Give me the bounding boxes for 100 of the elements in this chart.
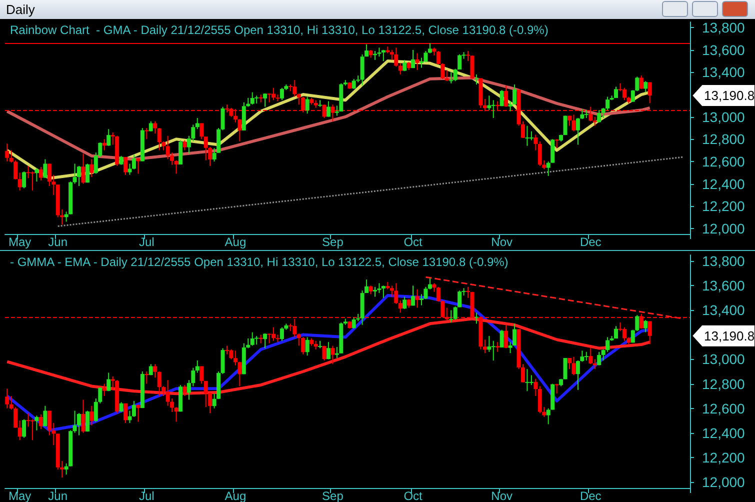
candlestick [381, 285, 386, 298]
y-tick-label: 13,800 [702, 20, 746, 36]
y-tick-label: 13,600 [702, 42, 746, 58]
chart-title: - GMMA - EMA - Daily 21/12/2555 Open 13310, Hi 13310, Lo 13122.5, Close 13190.8 (-0.9%) [10, 255, 508, 269]
candlestick [292, 80, 297, 98]
y-tick-label: 12,800 [702, 376, 746, 392]
candlestick [504, 85, 508, 108]
candlestick [534, 134, 538, 151]
candlestick [644, 319, 648, 333]
candlestick [352, 317, 356, 330]
y-tick-label: 13,400 [702, 302, 746, 318]
candlestick [614, 326, 618, 340]
y-tick-label: 13,000 [702, 351, 746, 368]
x-tick-label: Jun [48, 235, 68, 249]
candlestick [263, 92, 268, 108]
candlestick [398, 62, 402, 75]
candlestick [18, 172, 22, 191]
candlestick [174, 160, 178, 174]
candlestick [491, 100, 496, 118]
candlestick [195, 360, 200, 374]
candlestick [563, 358, 568, 380]
candlestick [76, 412, 81, 436]
candlestick [525, 125, 530, 146]
candlestick [500, 329, 504, 348]
candlestick [153, 364, 158, 378]
candlestick [415, 288, 420, 308]
candlestick [153, 120, 158, 134]
candlestick [588, 348, 593, 365]
x-tick-label: Jun [48, 489, 68, 502]
candlestick [491, 340, 496, 361]
x-tick-label: Aug [224, 235, 246, 249]
candlestick [415, 52, 420, 70]
candlestick [352, 78, 356, 90]
chart-title: Rainbow Chart - GMA - Daily 21/12/2555 Open 13310, Hi 13310, Lo 13122.5, Close 13190.8 (-0.9%) [10, 23, 548, 37]
candlestick [622, 87, 626, 101]
candlestick [119, 402, 124, 412]
candlestick [482, 339, 487, 354]
candlestick [428, 42, 432, 54]
y-tick-label: 12,200 [702, 198, 746, 214]
candlestick [474, 74, 478, 85]
y-tick-label: 12,000 [702, 220, 746, 236]
candlestick [644, 80, 648, 93]
candlestick [76, 165, 81, 187]
candlestick [136, 404, 140, 422]
candlestick [622, 326, 626, 342]
text: 13,190.8 [704, 88, 755, 104]
candlestick [444, 69, 449, 82]
candlestick [538, 386, 542, 414]
candlestick [525, 368, 530, 392]
candlestick [128, 163, 132, 176]
x-tick-label: Dec [580, 235, 602, 249]
candlestick [85, 410, 90, 432]
candlestick [90, 158, 94, 178]
candlestick [305, 336, 310, 356]
x-tick-label: May [8, 235, 32, 249]
x-tick-label: Dec [580, 489, 602, 502]
candlestick [72, 410, 77, 434]
text: Daily [6, 2, 35, 17]
candlestick [272, 326, 276, 342]
candlestick [182, 384, 187, 397]
candlestick [34, 168, 39, 182]
candlestick [487, 335, 492, 352]
candlestick [614, 86, 618, 98]
candlestick [398, 300, 402, 314]
candlestick [72, 163, 77, 184]
candlestick [305, 96, 310, 114]
candlestick [411, 49, 416, 69]
candlestick [470, 54, 474, 80]
candlestick [280, 326, 284, 342]
candlestick [648, 320, 652, 345]
candlestick [144, 128, 149, 140]
y-tick-label: 13,600 [702, 278, 746, 294]
candlestick [572, 356, 576, 376]
line-series [6, 317, 652, 396]
candlestick [81, 399, 86, 434]
candlestick [449, 310, 454, 323]
candlestick [178, 140, 182, 165]
candlestick [428, 278, 432, 290]
candlestick [38, 414, 43, 430]
candlestick [322, 345, 326, 361]
candlestick [85, 163, 90, 184]
candlestick [254, 95, 259, 104]
candlestick [124, 156, 128, 176]
candlestick [250, 332, 254, 346]
candlestick [22, 171, 26, 189]
candlestick [449, 72, 454, 84]
candlestick [474, 312, 478, 324]
candlestick [34, 415, 39, 431]
candlestick [597, 110, 602, 123]
x-tick-label: Jul [138, 235, 154, 249]
candlestick [22, 418, 26, 438]
candlestick [360, 54, 364, 86]
x-tick-label: Sep [322, 235, 344, 249]
candlestick [330, 345, 335, 365]
x-tick-label: Oct [404, 489, 424, 502]
candlestick [563, 115, 568, 136]
y-tick-label: 12,800 [702, 131, 746, 148]
candlestick [534, 378, 538, 397]
candlestick [272, 87, 276, 101]
y-tick-label: 12,000 [702, 474, 746, 490]
